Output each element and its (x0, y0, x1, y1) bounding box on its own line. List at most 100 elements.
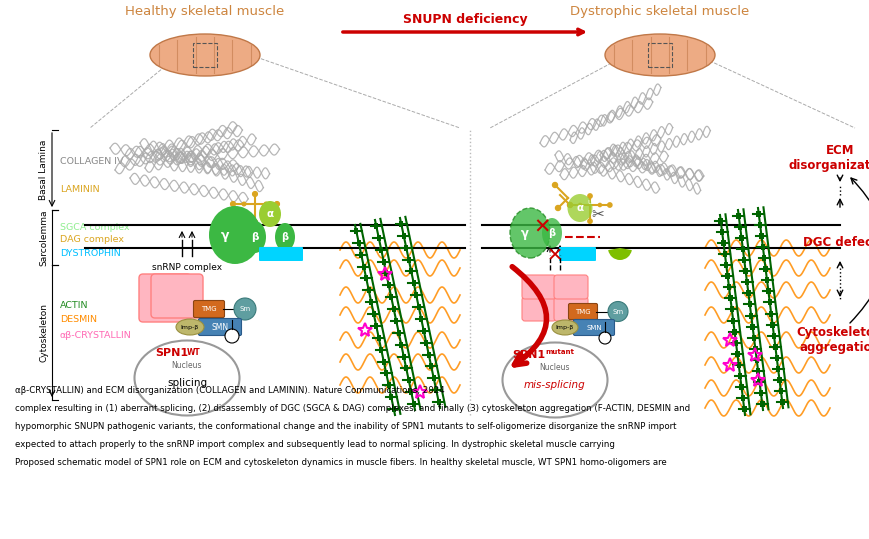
Bar (383, 370, 388, 376)
Bar (778, 388, 782, 395)
Text: α: α (576, 203, 583, 213)
Bar (741, 257, 746, 263)
Text: SGCA complex: SGCA complex (60, 223, 129, 231)
Circle shape (242, 202, 246, 206)
Text: DYSTROPHIN: DYSTROPHIN (60, 248, 121, 258)
Bar (426, 351, 430, 357)
Text: complex resulting in (1) aberrant splicing, (2) disassembly of DGC (SGCA & DAG) : complex resulting in (1) aberrant splici… (15, 404, 689, 413)
Bar (720, 240, 725, 246)
Bar (408, 389, 413, 395)
Bar (406, 257, 410, 262)
Bar (773, 344, 777, 350)
Text: COLLAGEN IV: COLLAGEN IV (60, 157, 123, 167)
Bar (726, 284, 730, 290)
Bar (764, 277, 768, 283)
Circle shape (264, 202, 268, 206)
Bar (758, 390, 762, 396)
Bar (746, 301, 751, 307)
Bar (779, 399, 784, 405)
Circle shape (275, 202, 279, 206)
Ellipse shape (275, 223, 295, 251)
Text: SMN: SMN (586, 324, 601, 330)
Text: ✕: ✕ (533, 218, 550, 238)
Bar (406, 377, 410, 383)
Bar (354, 228, 358, 234)
Text: SNUPN deficiency: SNUPN deficiency (402, 13, 527, 26)
Bar (423, 340, 428, 345)
Ellipse shape (149, 34, 260, 76)
Text: ECM
disorganization: ECM disorganization (787, 144, 869, 172)
Ellipse shape (243, 221, 266, 253)
Bar (755, 368, 760, 374)
Text: γ: γ (221, 229, 229, 241)
Circle shape (225, 329, 239, 343)
Bar (734, 351, 739, 357)
Bar (719, 229, 724, 234)
Text: Sarcolemma: Sarcolemma (39, 209, 49, 266)
Text: Proposed schematic model of SPN1 role on ECM and cytoskeleton dynamics in muscle: Proposed schematic model of SPN1 role on… (15, 458, 666, 467)
Bar (381, 259, 386, 265)
Ellipse shape (541, 218, 561, 248)
Bar (741, 406, 746, 412)
Text: splicing: splicing (167, 378, 207, 388)
FancyBboxPatch shape (554, 297, 587, 321)
Bar (744, 279, 748, 285)
Text: SPN1: SPN1 (512, 350, 545, 360)
Bar (428, 363, 433, 369)
Text: ACTIN: ACTIN (60, 301, 89, 309)
Circle shape (567, 203, 572, 207)
Text: TMG: TMG (201, 306, 216, 312)
Circle shape (252, 191, 257, 196)
Bar (411, 280, 415, 286)
Bar (376, 235, 381, 241)
Bar (725, 273, 729, 279)
Bar (733, 340, 737, 346)
Bar (737, 373, 741, 379)
Bar (414, 292, 418, 298)
Bar (416, 304, 421, 310)
Text: LAMININ: LAMININ (60, 185, 100, 195)
Ellipse shape (567, 194, 592, 222)
Bar (776, 377, 781, 383)
Bar (386, 382, 390, 388)
Bar (740, 246, 744, 252)
Bar (723, 262, 727, 268)
Bar (379, 247, 383, 253)
Circle shape (587, 219, 592, 223)
Text: αβ-CRYSTALLIN) and ECM disorganization (COLLAGEN and LAMININ). Nature Communicat: αβ-CRYSTALLIN) and ECM disorganization (… (15, 386, 444, 395)
Text: Imp-β: Imp-β (555, 325, 574, 330)
Text: β: β (251, 232, 258, 242)
FancyBboxPatch shape (151, 274, 202, 318)
Bar (391, 306, 395, 312)
Text: Cytoskeleton
aggregation: Cytoskeleton aggregation (796, 326, 869, 354)
Bar (740, 395, 744, 402)
Text: αβ-CRYSTALLIN: αβ-CRYSTALLIN (60, 330, 131, 340)
Circle shape (252, 219, 257, 224)
Text: mis-splicing: mis-splicing (523, 380, 585, 390)
Circle shape (599, 332, 610, 344)
Bar (736, 212, 740, 218)
Bar (399, 342, 403, 348)
Text: mutant: mutant (544, 349, 574, 355)
Bar (374, 323, 378, 329)
Bar (766, 288, 770, 294)
Text: hypomorphic SNUPN pathogenic variants, the conformational change and the inabili: hypomorphic SNUPN pathogenic variants, t… (15, 422, 676, 431)
FancyBboxPatch shape (259, 247, 302, 261)
Bar (751, 335, 755, 341)
Bar (374, 223, 378, 229)
Bar (763, 266, 767, 272)
FancyBboxPatch shape (559, 247, 595, 261)
Text: SMN: SMN (211, 322, 229, 331)
Bar (408, 268, 413, 274)
Bar (768, 310, 773, 316)
Text: SPN1: SPN1 (155, 348, 188, 358)
Text: TMG: TMG (574, 308, 590, 314)
Text: Cytoskeleton: Cytoskeleton (39, 303, 49, 362)
Bar (775, 366, 779, 372)
Bar (771, 333, 775, 339)
FancyBboxPatch shape (554, 275, 587, 299)
Text: ✂: ✂ (591, 208, 604, 223)
Ellipse shape (551, 320, 577, 335)
Ellipse shape (209, 206, 261, 264)
Bar (386, 282, 390, 288)
